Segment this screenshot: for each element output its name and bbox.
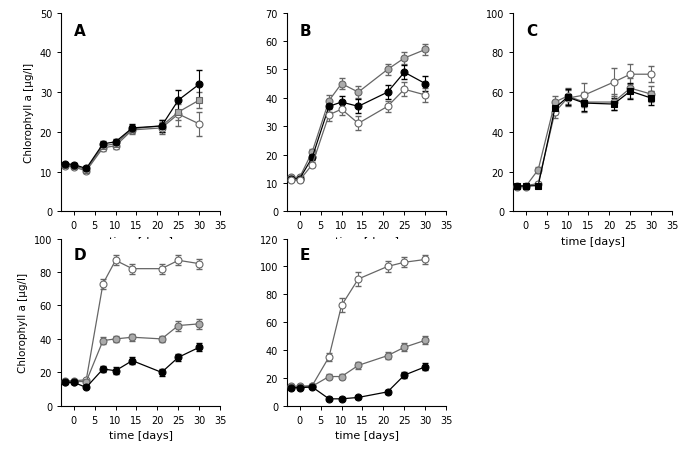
Y-axis label: Chlorophyll a [µg/l]: Chlorophyll a [µg/l] [18,272,28,373]
Text: C: C [526,23,537,38]
X-axis label: time [days]: time [days] [109,236,172,247]
Text: B: B [300,23,312,38]
X-axis label: time [days]: time [days] [109,430,172,441]
X-axis label: time [days]: time [days] [561,236,625,247]
X-axis label: time [days]: time [days] [335,430,399,441]
Y-axis label: Chlorophyll a [µg/l]: Chlorophyll a [µg/l] [24,63,34,163]
Text: A: A [74,23,86,38]
Text: D: D [74,247,86,262]
Text: E: E [300,247,310,262]
X-axis label: time [days]: time [days] [335,236,399,247]
